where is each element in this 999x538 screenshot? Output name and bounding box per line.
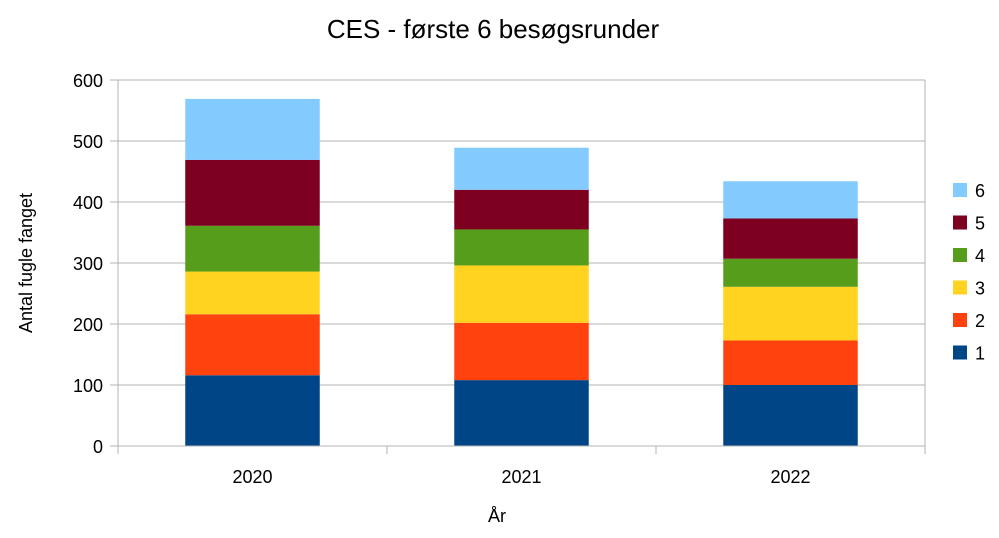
bar-2021-series-1: [454, 380, 589, 446]
x-tick-label: 2022: [770, 467, 810, 487]
y-tick-label: 300: [73, 254, 103, 274]
chart-title: CES - første 6 besøgsrunder: [327, 14, 660, 44]
bar-2020-series-2: [185, 314, 320, 376]
bar-2020-series-4: [185, 225, 320, 272]
y-axis-title: Antal fugle fanget: [16, 193, 36, 333]
x-axis-title: År: [488, 506, 506, 526]
legend-label-4: 4: [975, 246, 985, 266]
legend-swatch-4: [953, 248, 967, 262]
bar-2020-series-3: [185, 271, 320, 315]
bars: [185, 98, 858, 446]
legend-swatch-1: [953, 345, 967, 360]
bar-2020-series-6: [185, 98, 320, 160]
bar-2020-series-5: [185, 159, 320, 226]
y-tick-label: 0: [93, 437, 103, 457]
axes: [117, 80, 926, 454]
bar-2021-series-6: [454, 147, 589, 190]
bar-2020-series-1: [185, 375, 320, 446]
bar-2021-series-3: [454, 265, 589, 323]
bar-2022-series-3: [723, 286, 858, 341]
x-tick-labels: 2020 2021 2022: [232, 467, 810, 487]
x-tick-label: 2021: [501, 467, 541, 487]
legend-label-3: 3: [975, 279, 985, 299]
legend-swatch-2: [953, 313, 967, 327]
bar-2022-series-1: [723, 385, 858, 446]
legend-swatch-6: [953, 183, 967, 197]
legend-swatch-5: [953, 215, 967, 230]
bar-2021-series-2: [454, 322, 589, 381]
y-tick-label: 500: [73, 132, 103, 152]
legend-label-1: 1: [975, 344, 985, 364]
y-tick-label: 100: [73, 376, 103, 396]
legend: 6 5 4 3 2 1: [953, 181, 985, 364]
bar-2022-series-2: [723, 340, 858, 385]
legend-label-5: 5: [975, 214, 985, 234]
bar-2022-series-5: [723, 218, 858, 259]
y-tick-label: 600: [73, 71, 103, 91]
bar-2022-series-4: [723, 258, 858, 287]
bar-2021-series-4: [454, 229, 589, 266]
y-tick-label: 200: [73, 315, 103, 335]
legend-swatch-3: [953, 280, 967, 295]
legend-label-2: 2: [975, 311, 985, 331]
y-tick-label: 400: [73, 193, 103, 213]
x-tick-label: 2020: [232, 467, 272, 487]
legend-label-6: 6: [975, 181, 985, 201]
bar-2022-series-6: [723, 181, 858, 219]
y-tick-labels: 0 100 200 300 400 500 600: [73, 71, 103, 457]
bar-2021-series-5: [454, 189, 589, 230]
